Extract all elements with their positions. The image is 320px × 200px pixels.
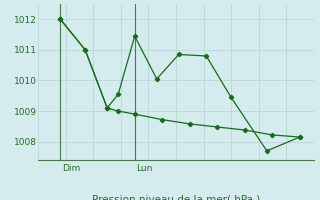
Text: Lun: Lun — [136, 164, 152, 173]
Text: Dim: Dim — [62, 164, 80, 173]
Text: Pression niveau de la mer( hPa ): Pression niveau de la mer( hPa ) — [92, 194, 260, 200]
